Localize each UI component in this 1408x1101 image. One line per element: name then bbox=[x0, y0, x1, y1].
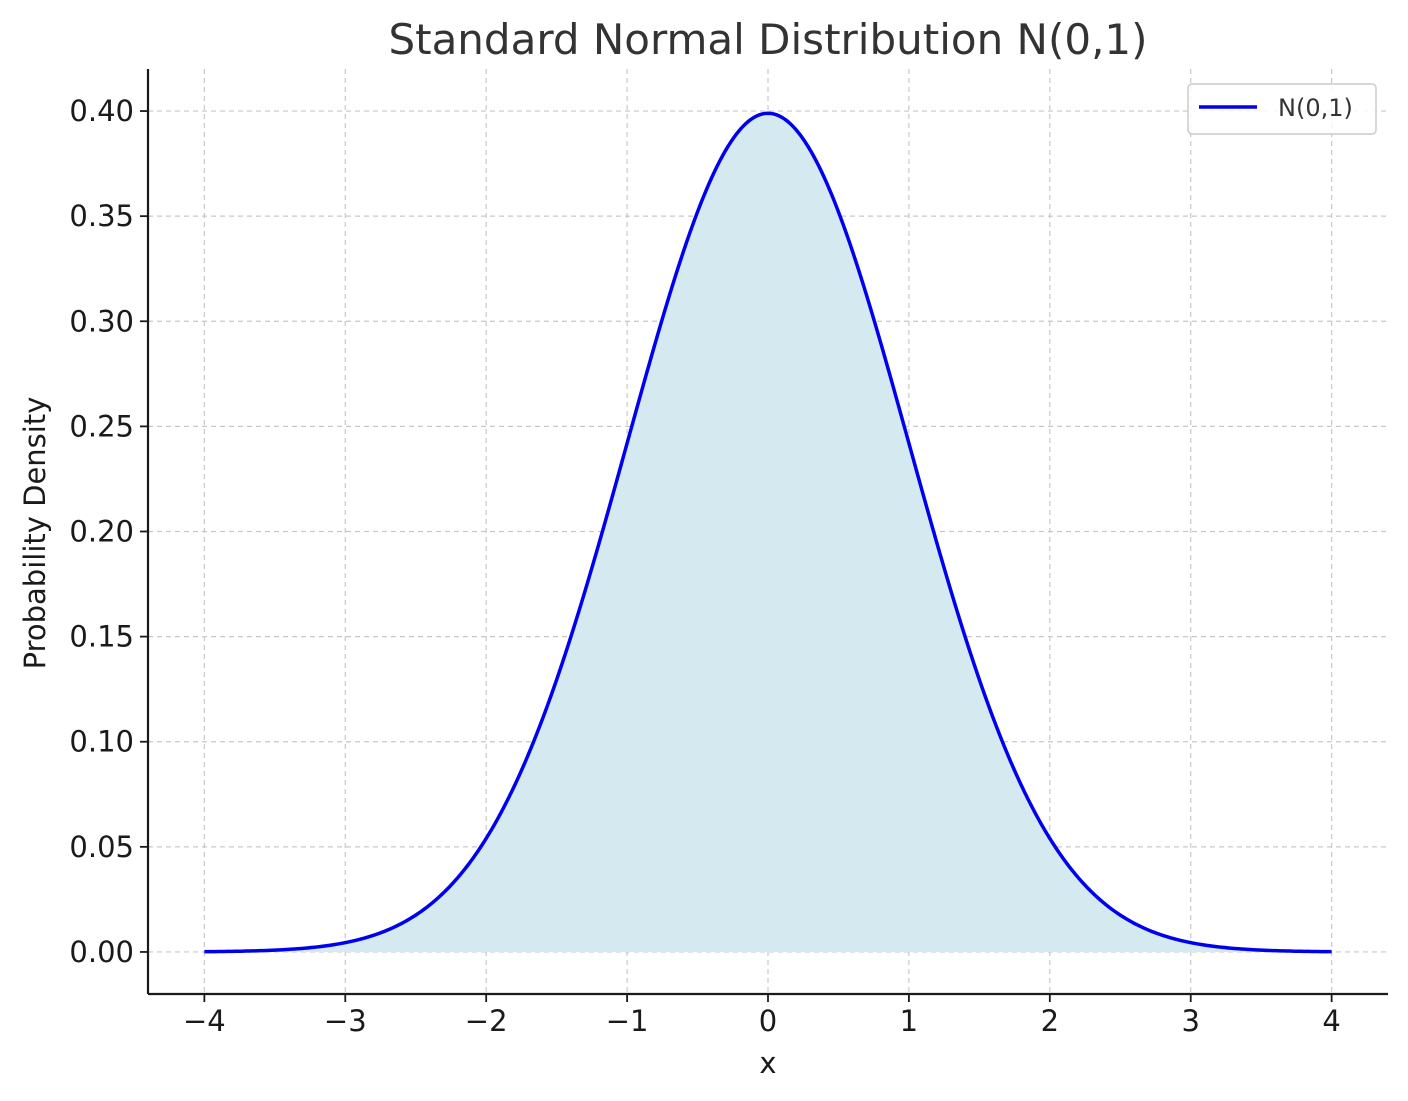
x-tick-label-8: 4 bbox=[1322, 1004, 1340, 1038]
x-tick-label-4: 0 bbox=[759, 1004, 777, 1038]
x-tick-label-6: 2 bbox=[1041, 1004, 1059, 1038]
y-axis-title: Probability Density bbox=[18, 397, 52, 670]
area-fill-layer bbox=[204, 113, 1332, 952]
y-tick-label-7: 0.35 bbox=[69, 199, 134, 233]
y-tick-label-0: 0.00 bbox=[69, 935, 134, 969]
legend-box bbox=[1187, 83, 1377, 135]
x-axis-ticks: −4 −3 −2 −1 0 1 2 3 4 bbox=[183, 994, 1341, 1038]
y-tick-label-3: 0.15 bbox=[69, 620, 134, 654]
y-tick-label-6: 0.30 bbox=[69, 304, 134, 338]
y-axis-ticks: 0.00 0.05 0.10 0.15 0.20 0.25 0.30 0.35 0.40 bbox=[69, 94, 148, 969]
x-tick-label-0: −4 bbox=[183, 1004, 226, 1038]
y-tick-label-1: 0.05 bbox=[69, 830, 134, 864]
x-tick-label-3: −1 bbox=[606, 1004, 649, 1038]
y-tick-label-2: 0.10 bbox=[69, 725, 134, 759]
legend-label-n01: N(0,1) bbox=[1278, 94, 1353, 122]
series-line-layer bbox=[204, 111, 1332, 954]
x-tick-label-2: −2 bbox=[465, 1004, 508, 1038]
x-axis-title: x bbox=[759, 1046, 776, 1080]
y-tick-label-4: 0.20 bbox=[69, 515, 134, 549]
chart-title: Standard Normal Distribution N(0,1) bbox=[388, 15, 1147, 64]
x-tick-label-7: 3 bbox=[1182, 1004, 1200, 1038]
series-line-n01 bbox=[204, 111, 1332, 954]
legend: N(0,1) bbox=[1187, 83, 1377, 135]
x-tick-label-1: −3 bbox=[324, 1004, 367, 1038]
x-tick-label-5: 1 bbox=[900, 1004, 918, 1038]
y-tick-label-5: 0.25 bbox=[69, 409, 134, 443]
y-tick-label-8: 0.40 bbox=[69, 94, 134, 128]
series-area-fill bbox=[204, 113, 1332, 952]
